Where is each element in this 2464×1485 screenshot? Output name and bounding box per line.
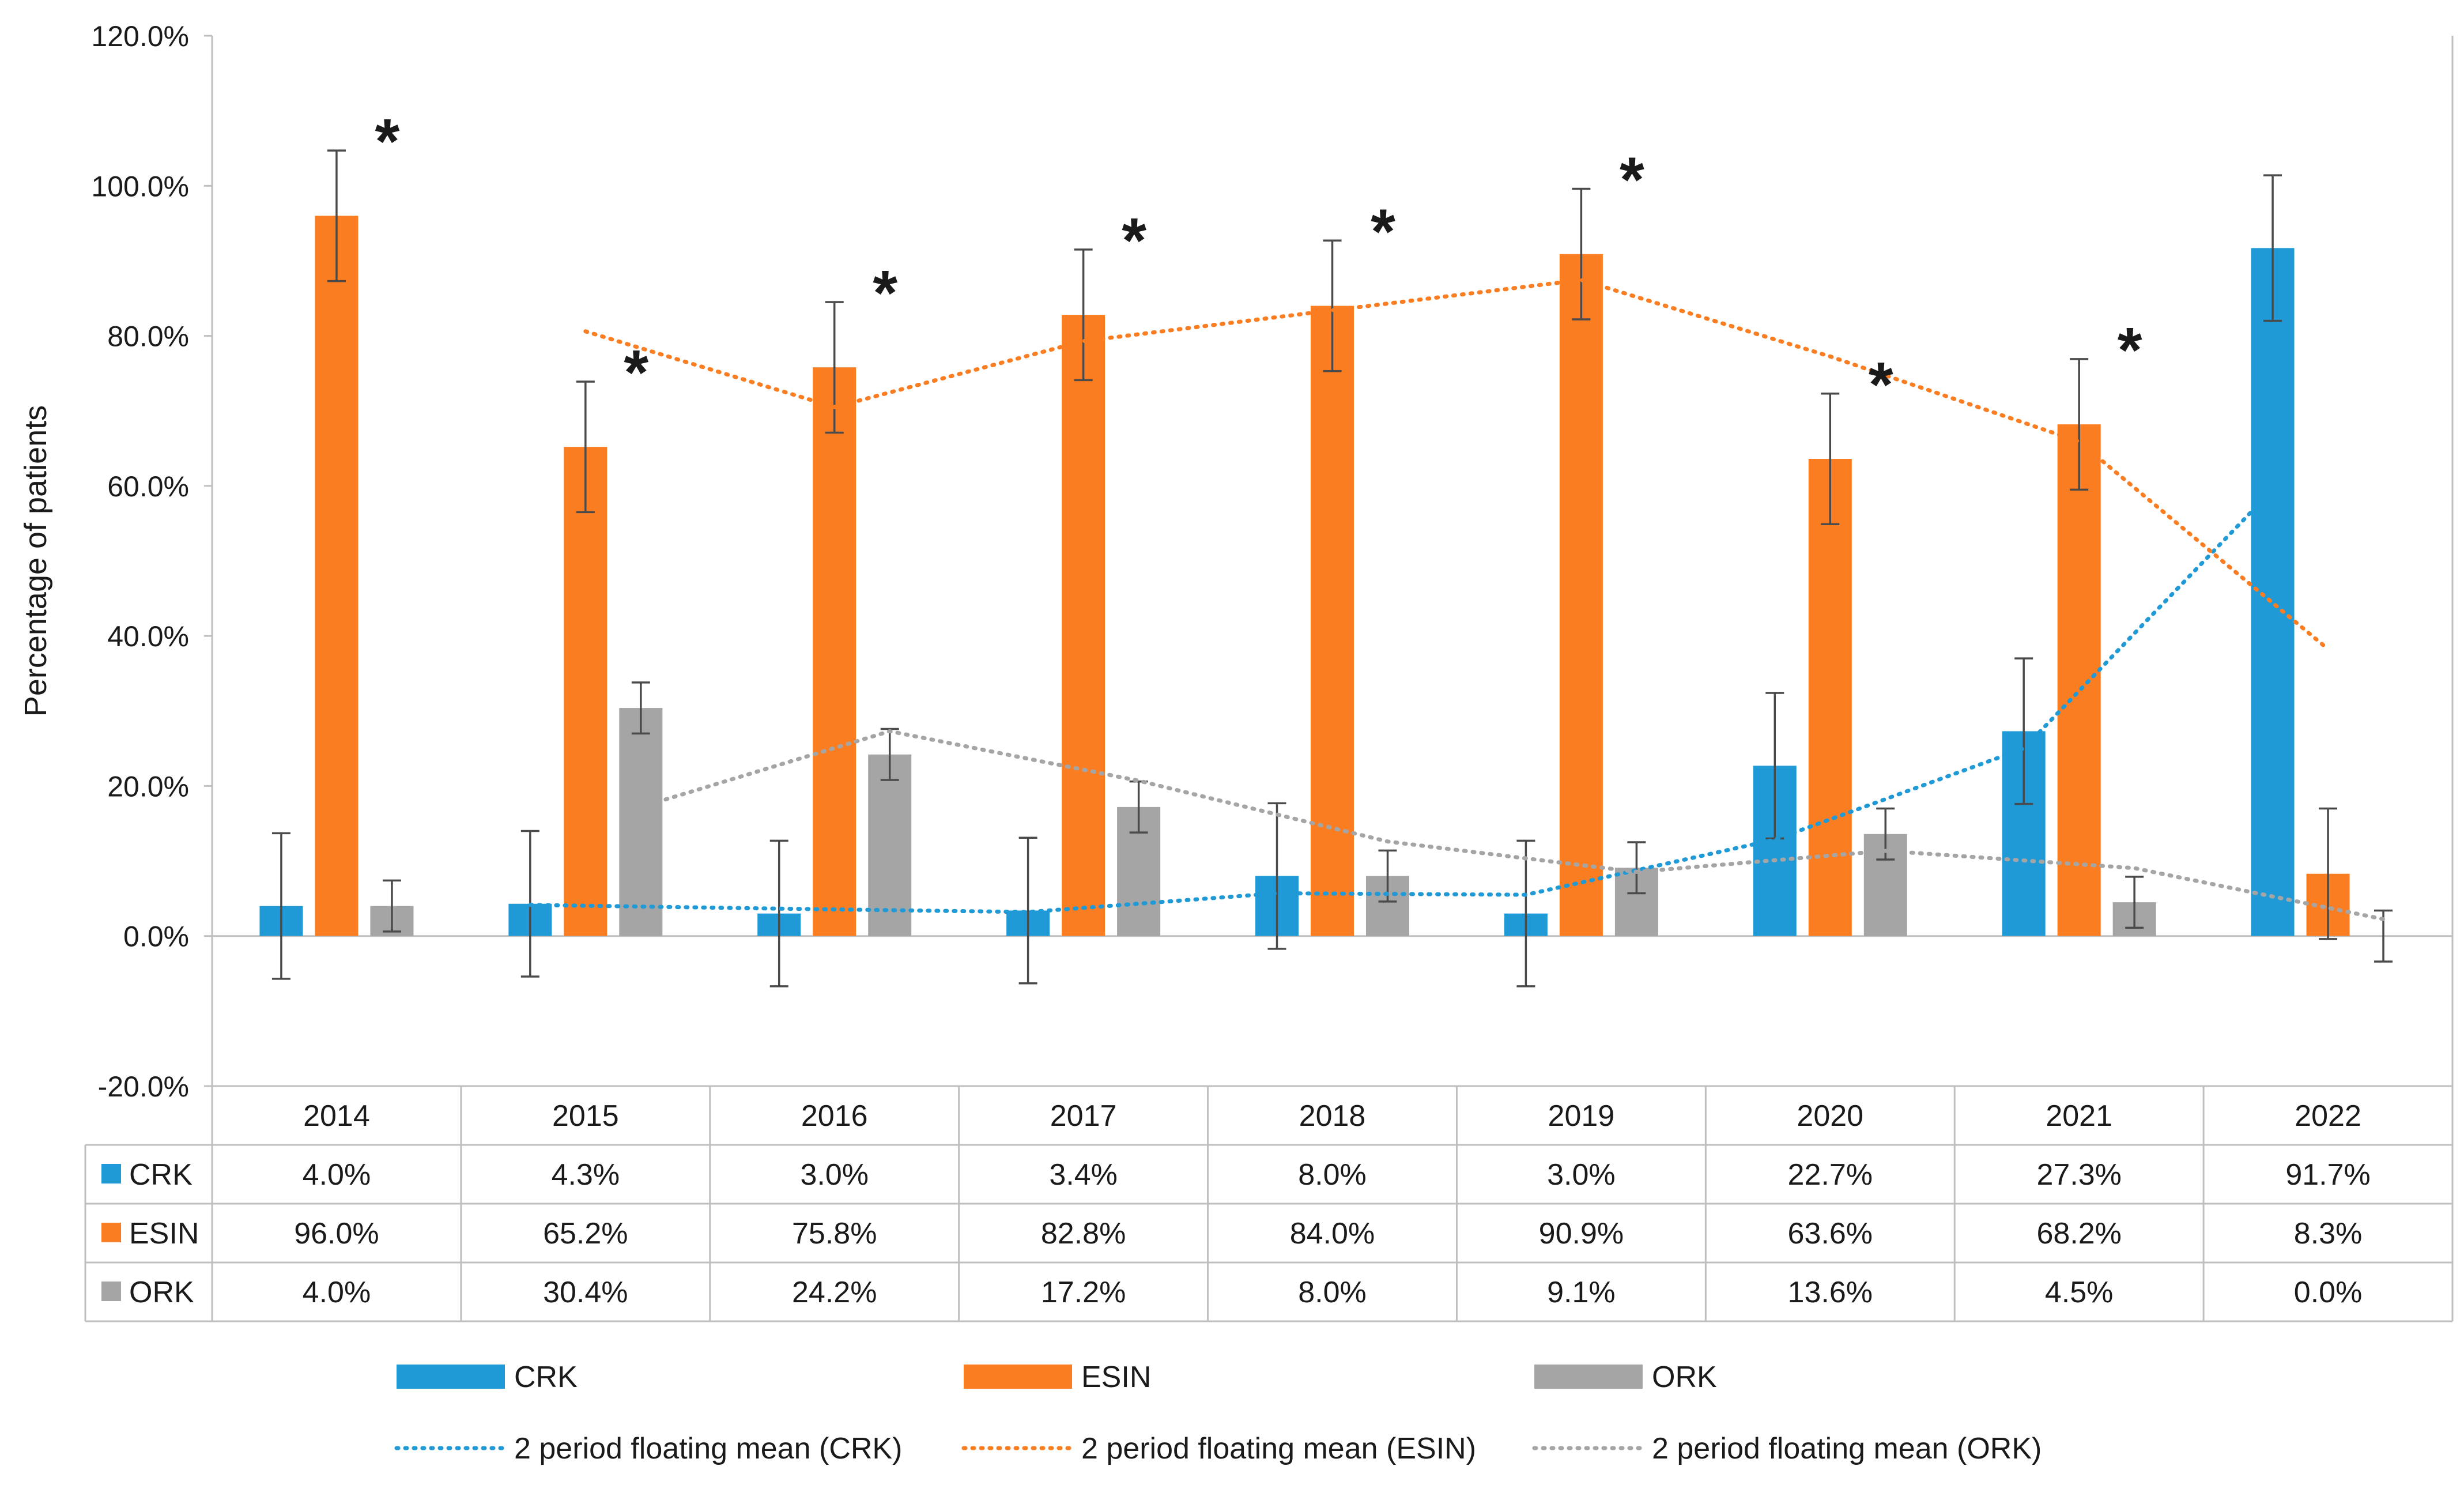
x-category-label: 2016 — [801, 1099, 868, 1133]
legend-label: 2 period floating mean (ESIN) — [1081, 1432, 1476, 1465]
table-cell-value: 13.6% — [1788, 1276, 1873, 1309]
table-cell-value: 65.2% — [543, 1217, 628, 1250]
table-cell-value: 24.2% — [792, 1276, 877, 1309]
table-cell-value: 63.6% — [1788, 1217, 1873, 1250]
trendline-ork — [639, 729, 2386, 921]
x-category-label: 2015 — [552, 1099, 619, 1133]
significance-star: * — [1869, 349, 1893, 420]
table-cell-value: 4.5% — [2045, 1276, 2114, 1309]
y-tick-label: 120.0% — [91, 20, 189, 52]
significance-star: * — [1122, 205, 1146, 276]
bar-esin — [1808, 459, 1852, 936]
x-category-label: 2021 — [2046, 1099, 2112, 1133]
trendline-esin — [583, 278, 2330, 651]
bar-esin — [1559, 254, 1603, 936]
legend-swatch-esin — [964, 1365, 1072, 1389]
x-category-label: 2018 — [1299, 1099, 1366, 1133]
legend-label: CRK — [514, 1360, 578, 1394]
table-series-name: CRK — [129, 1158, 193, 1192]
trendline-crk — [528, 487, 2275, 914]
table-cell-value: 3.0% — [1547, 1158, 1616, 1192]
y-tick-label: 60.0% — [107, 470, 189, 503]
bar-esin — [813, 367, 856, 936]
legend-label: ESIN — [1081, 1360, 1151, 1394]
x-category-label: 2022 — [2295, 1099, 2361, 1133]
significance-star: * — [375, 106, 400, 177]
table-cell-value: 4.0% — [303, 1158, 371, 1192]
significance-star: * — [624, 337, 648, 408]
table-cell-value: 75.8% — [792, 1217, 877, 1250]
table-series-name: ORK — [129, 1276, 194, 1309]
bar-esin — [1062, 315, 1105, 936]
significance-star: * — [873, 258, 897, 329]
y-tick-label: 20.0% — [107, 770, 189, 802]
y-tick-label: 100.0% — [91, 170, 189, 202]
table-cell-value: 90.9% — [1539, 1217, 1624, 1250]
legend-label: ORK — [1652, 1360, 1717, 1394]
table-cell-value: 17.2% — [1041, 1276, 1126, 1309]
table-cell-value: 9.1% — [1547, 1276, 1616, 1309]
table-cell-value: 30.4% — [543, 1276, 628, 1309]
significance-star: * — [2118, 315, 2142, 386]
table-cell-value: 4.3% — [552, 1158, 620, 1192]
x-category-label: 2020 — [1797, 1099, 1863, 1133]
bar-esin — [1311, 306, 1354, 936]
table-series-name: ESIN — [129, 1217, 199, 1250]
table-cell-value: 4.0% — [303, 1276, 371, 1309]
x-category-label: 2014 — [303, 1099, 370, 1133]
bar-esin — [315, 216, 359, 936]
x-category-label: 2019 — [1548, 1099, 1615, 1133]
table-cell-value: 68.2% — [2036, 1217, 2121, 1250]
bar-esin — [2057, 424, 2101, 936]
table-legend-key-esin — [101, 1223, 121, 1242]
table-cell-value: 8.3% — [2294, 1217, 2363, 1250]
legend-label: 2 period floating mean (CRK) — [514, 1432, 902, 1465]
bar-esin — [564, 447, 607, 936]
y-tick-label: 80.0% — [107, 321, 189, 353]
table-cell-value: 84.0% — [1290, 1217, 1375, 1250]
bar-crk — [2251, 248, 2295, 936]
table-cell-value: 22.7% — [1788, 1158, 1873, 1192]
legend-swatch-crk — [397, 1365, 505, 1389]
significance-star: * — [1371, 196, 1395, 267]
table-cell-value: 3.4% — [1049, 1158, 1118, 1192]
x-category-label: 2017 — [1050, 1099, 1117, 1133]
bar-ork — [868, 754, 912, 936]
y-tick-label: 40.0% — [107, 620, 189, 653]
bar-ork — [619, 708, 663, 936]
table-cell-value: 8.0% — [1298, 1158, 1367, 1192]
legend-label: 2 period floating mean (ORK) — [1652, 1432, 2042, 1465]
y-tick-label: 0.0% — [123, 921, 189, 953]
significance-star: * — [1620, 144, 1644, 215]
table-cell-value: 0.0% — [2294, 1276, 2363, 1309]
table-cell-value: 27.3% — [2036, 1158, 2121, 1192]
table-legend-key-crk — [101, 1164, 121, 1184]
y-tick-label: -20.0% — [98, 1071, 189, 1103]
table-cell-value: 91.7% — [2285, 1158, 2370, 1192]
table-legend-key-ork — [101, 1282, 121, 1301]
table-cell-value: 96.0% — [294, 1217, 379, 1250]
table-cell-value: 3.0% — [800, 1158, 869, 1192]
table-cell-value: 82.8% — [1041, 1217, 1126, 1250]
legend-swatch-ork — [1534, 1365, 1643, 1389]
table-cell-value: 8.0% — [1298, 1276, 1367, 1309]
y-axis-title: Percentage of patients — [18, 405, 53, 717]
